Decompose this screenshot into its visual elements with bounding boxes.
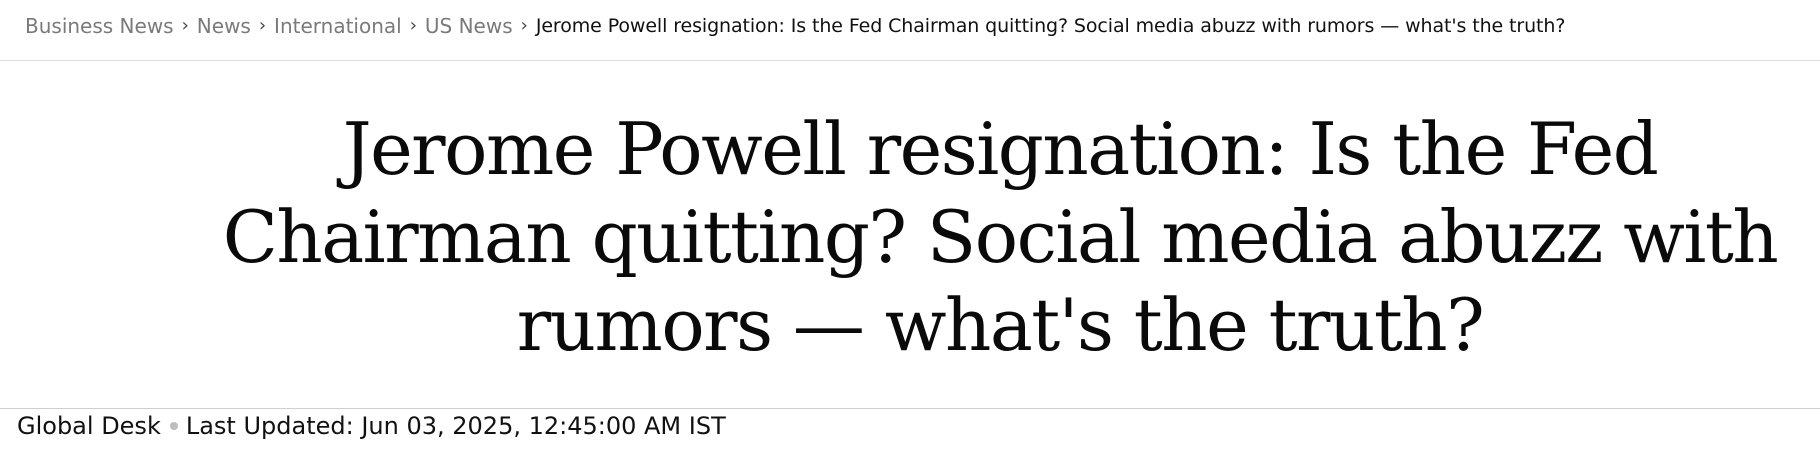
breadcrumb-separator: › <box>258 15 267 36</box>
headline-section: Jerome Powell resignation: Is the Fed Ch… <box>0 61 1820 409</box>
last-updated-timestamp: Last Updated: Jun 03, 2025, 12:45:00 AM … <box>185 412 726 440</box>
article-meta: Global Desk Last Updated: Jun 03, 2025, … <box>17 409 726 443</box>
article-headline: Jerome Powell resignation: Is the Fed Ch… <box>222 107 1779 367</box>
breadcrumb-link-news[interactable]: News <box>196 14 251 38</box>
breadcrumb-link-us-news[interactable]: US News <box>424 14 513 38</box>
breadcrumb-separator: › <box>520 15 528 36</box>
author-name[interactable]: Global Desk <box>17 412 161 440</box>
separator-dot-icon <box>169 422 178 430</box>
breadcrumb-separator: › <box>181 15 189 36</box>
breadcrumb-bar: Business News › News › International › U… <box>0 0 1820 61</box>
article-meta-bar: Global Desk Last Updated: Jun 03, 2025, … <box>0 408 1820 456</box>
breadcrumb-separator: › <box>409 15 417 36</box>
breadcrumb-current-page: Jerome Powell resignation: Is the Fed Ch… <box>535 15 1566 37</box>
breadcrumb-link-business-news[interactable]: Business News <box>25 14 174 38</box>
breadcrumb-link-international[interactable]: International <box>274 14 402 38</box>
breadcrumb: Business News › News › International › U… <box>25 12 1565 40</box>
